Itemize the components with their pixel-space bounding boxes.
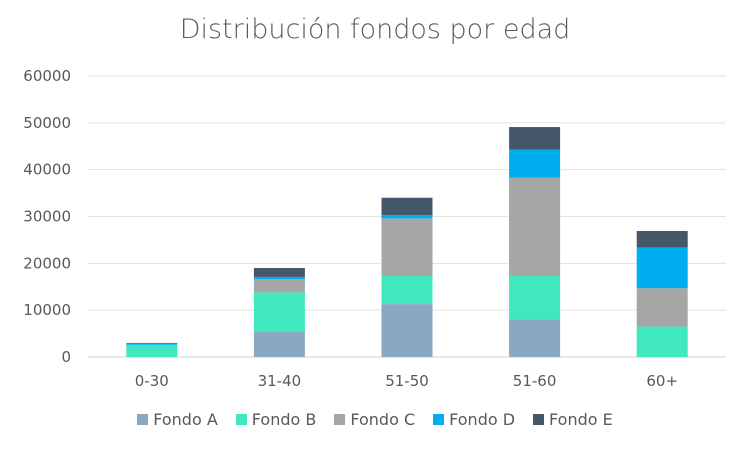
legend-swatch bbox=[433, 414, 445, 425]
bar-segment bbox=[636, 288, 688, 327]
y-tick-label: 0 bbox=[61, 348, 71, 366]
bar-segment bbox=[509, 127, 561, 150]
x-tick-label: 51-60 bbox=[513, 372, 557, 390]
bar-segment bbox=[253, 276, 305, 280]
bar-segment bbox=[253, 279, 305, 293]
legend-swatch bbox=[235, 414, 247, 425]
legend-label: Fondo D bbox=[449, 410, 516, 429]
bar-segment bbox=[636, 326, 688, 357]
legend-swatch bbox=[533, 414, 545, 425]
bar-segment bbox=[636, 231, 688, 248]
legend: Fondo A Fondo B Fondo C Fondo D Fondo E bbox=[0, 410, 750, 429]
bar-segment bbox=[253, 268, 305, 277]
legend-item: Fondo D bbox=[433, 410, 515, 429]
legend-label: Fondo A bbox=[153, 410, 218, 429]
bar-segment bbox=[253, 331, 305, 357]
bar-segment bbox=[126, 343, 178, 345]
y-tick-label: 50000 bbox=[23, 114, 71, 132]
y-tick-label: 10000 bbox=[23, 301, 71, 319]
bar-segment bbox=[381, 275, 433, 305]
legend-item: Fondo B bbox=[235, 410, 317, 429]
legend-swatch bbox=[334, 414, 346, 425]
bar-segment bbox=[126, 344, 178, 357]
legend-swatch bbox=[137, 414, 149, 425]
y-tick-label: 40000 bbox=[23, 161, 71, 179]
legend-label: Fondo B bbox=[251, 410, 317, 429]
x-tick-label: 31-40 bbox=[258, 372, 302, 390]
y-tick-label: 60000 bbox=[23, 67, 71, 85]
legend-label: Fondo C bbox=[350, 410, 416, 429]
bar-segment bbox=[509, 149, 561, 178]
x-tick-label: 60+ bbox=[646, 372, 678, 390]
chart-title: Distribución fondos por edad bbox=[179, 14, 571, 45]
bar-segment bbox=[253, 292, 305, 332]
bar-segment bbox=[381, 304, 433, 357]
legend-label: Fondo E bbox=[549, 410, 613, 429]
bar-segment bbox=[381, 218, 433, 276]
legend-item: Fondo A bbox=[137, 410, 218, 429]
legend-item: Fondo C bbox=[334, 410, 415, 429]
x-tick-label: 51-50 bbox=[385, 372, 429, 390]
bar-segment bbox=[509, 319, 561, 357]
bar-segment bbox=[509, 177, 561, 276]
x-tick-label: 0-30 bbox=[135, 372, 169, 390]
bar-segment bbox=[636, 247, 688, 289]
bar-segment bbox=[509, 275, 561, 320]
y-tick-label: 30000 bbox=[23, 208, 71, 226]
bar-segment bbox=[381, 215, 433, 219]
bar-segment bbox=[381, 197, 433, 216]
legend-item: Fondo E bbox=[533, 410, 613, 429]
y-tick-label: 20000 bbox=[23, 254, 71, 272]
